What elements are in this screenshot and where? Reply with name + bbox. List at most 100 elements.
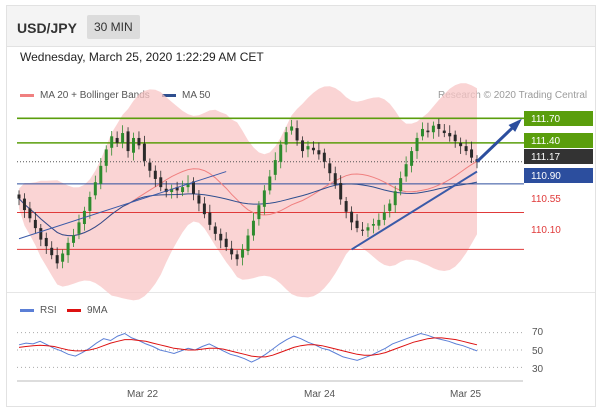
r1-label-bg — [524, 111, 593, 126]
candle — [426, 122, 430, 138]
x-tick-mar25: Mar 25 — [450, 389, 482, 400]
legend-label-9ma: 9MA — [87, 305, 108, 316]
candle — [50, 241, 54, 260]
candle — [28, 201, 32, 223]
rsi-level-30: 30 — [532, 364, 544, 375]
candle — [301, 136, 305, 158]
legend-label-ma50: MA 50 — [182, 90, 211, 101]
rsi-level-50: 50 — [532, 346, 544, 357]
arrow-head-icon — [508, 118, 522, 132]
candle — [448, 125, 452, 142]
candle — [311, 141, 315, 155]
candle — [126, 127, 130, 158]
candle — [377, 213, 381, 230]
candle — [284, 126, 288, 153]
candle — [159, 170, 163, 192]
candle — [115, 131, 119, 147]
candle — [453, 130, 457, 148]
r2-label: 111.40 — [531, 136, 561, 147]
candle — [410, 146, 414, 173]
candle — [393, 185, 397, 213]
candle — [257, 201, 261, 226]
candle — [464, 139, 468, 156]
candle — [175, 181, 179, 199]
timestamp: Wednesday, March 25, 2020 1:22:29 AM CET — [20, 50, 264, 64]
candle — [251, 212, 255, 241]
candle — [110, 130, 114, 156]
candle — [224, 232, 228, 252]
r1-label: 111.70 — [531, 114, 561, 125]
candle — [388, 199, 392, 218]
candle — [290, 119, 294, 135]
candle — [33, 212, 37, 234]
candle — [72, 228, 76, 247]
candle — [44, 232, 48, 254]
candle — [197, 190, 201, 212]
candle — [442, 124, 446, 138]
candle — [361, 221, 364, 236]
candle — [399, 171, 403, 196]
r2-label-bg — [524, 133, 593, 148]
timeframe-button[interactable]: 30 MIN — [87, 15, 140, 39]
candle — [153, 165, 157, 187]
candle — [268, 169, 272, 195]
candle — [66, 237, 70, 263]
candle — [371, 218, 375, 234]
candle — [219, 228, 223, 249]
legend-swatch-ma50 — [162, 93, 176, 97]
credit-text: Research © 2020 Trading Central — [438, 90, 588, 101]
candle — [55, 247, 59, 269]
candle — [333, 166, 337, 189]
candle — [77, 214, 81, 240]
candle — [93, 175, 97, 200]
pivot-label-bg — [524, 168, 593, 183]
candle — [170, 184, 174, 199]
candle — [382, 204, 386, 226]
candle — [148, 158, 152, 178]
candle — [437, 118, 441, 137]
candle — [121, 125, 125, 149]
rsi-line — [18, 332, 478, 363]
legend-label-rsi: RSI — [40, 305, 57, 316]
legend-9ma: 9MA — [67, 305, 108, 316]
candle — [262, 185, 266, 215]
candle — [246, 228, 250, 256]
candle — [470, 141, 474, 163]
candle — [191, 177, 195, 201]
last-price-label-bg — [524, 149, 593, 164]
candle — [306, 140, 310, 158]
candle — [164, 180, 168, 198]
candle — [420, 122, 424, 141]
candle — [137, 131, 141, 150]
candle — [88, 191, 92, 219]
candle — [235, 250, 239, 266]
legend-ma-bb: MA 20 + Bollinger Bands — [20, 90, 150, 101]
candle — [431, 121, 435, 139]
long-trendline — [18, 171, 227, 240]
candle — [17, 190, 21, 206]
pivot-label: 110.90 — [531, 171, 561, 182]
candle — [181, 180, 185, 197]
candle — [339, 175, 343, 205]
rsi-9ma-line — [18, 337, 478, 358]
candle — [22, 193, 26, 218]
last-price-label: 111.17 — [531, 152, 561, 163]
candle — [322, 148, 326, 169]
candle — [355, 214, 359, 233]
price-chart: 111.70 111.40 111.17 110.90 110.55 110.1… — [17, 83, 593, 400]
candle — [459, 137, 463, 154]
candle — [230, 240, 234, 260]
candle — [295, 120, 299, 146]
candle — [202, 196, 206, 219]
candle — [415, 132, 419, 159]
candle — [273, 152, 277, 181]
chart-header: USD/JPY 30 MIN — [7, 6, 595, 47]
candle — [241, 244, 245, 266]
legend-swatch-ma-bb — [20, 93, 34, 97]
candle — [350, 206, 354, 231]
x-tick-mar24: Mar 24 — [304, 389, 336, 400]
legend-ma50: MA 50 — [162, 90, 210, 101]
s2-label: 110.10 — [531, 225, 561, 236]
candle — [404, 156, 408, 182]
candle — [208, 204, 212, 231]
